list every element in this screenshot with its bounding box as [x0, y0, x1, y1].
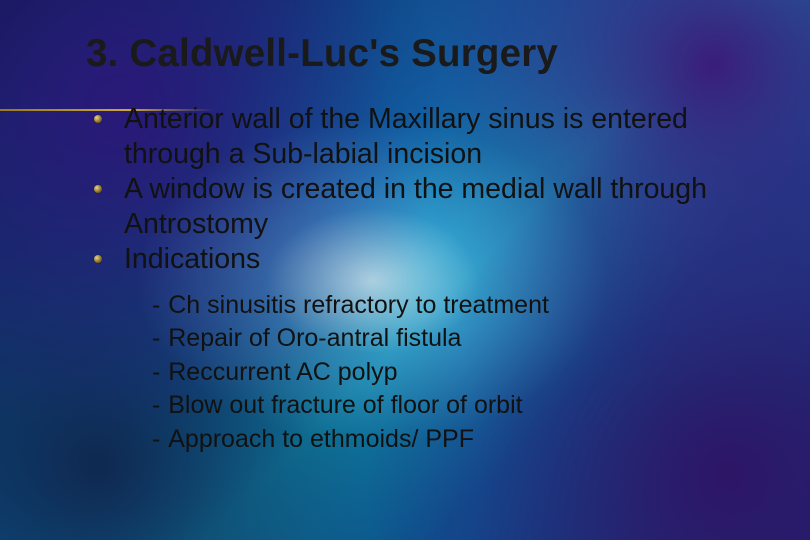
bullet-text: A window is created in the medial wall t…	[124, 173, 707, 240]
sub-bullet-item: -Blow out fracture of floor of orbit	[152, 389, 760, 423]
dash-icon: -	[152, 356, 168, 390]
bullet-item: A window is created in the medial wall t…	[124, 172, 760, 242]
sub-bullet-item: -Approach to ethmoids/ PPF	[152, 423, 760, 457]
dash-icon: -	[152, 389, 168, 423]
sub-bullet-text: Reccurrent AC polyp	[168, 358, 397, 386]
sub-bullet-item: -Reccurrent AC polyp	[152, 356, 760, 390]
slide-title: 3. Caldwell-Luc's Surgery	[86, 32, 760, 76]
bullet-text: Indications	[124, 243, 260, 275]
dash-icon: -	[152, 322, 168, 356]
bullet-item: Indications -Ch sinusitis refractory to …	[124, 242, 760, 457]
sub-bullet-list: -Ch sinusitis refractory to treatment -R…	[124, 289, 760, 457]
sub-bullet-item: -Repair of Oro-antral fistula	[152, 322, 760, 356]
bullet-list: Anterior wall of the Maxillary sinus is …	[86, 102, 760, 457]
sub-bullet-text: Repair of Oro-antral fistula	[168, 324, 461, 352]
sub-bullet-text: Approach to ethmoids/ PPF	[168, 425, 474, 453]
sub-bullet-text: Ch sinusitis refractory to treatment	[168, 291, 549, 319]
bullet-text: Anterior wall of the Maxillary sinus is …	[124, 103, 688, 170]
sub-bullet-item: -Ch sinusitis refractory to treatment	[152, 289, 760, 323]
bullet-item: Anterior wall of the Maxillary sinus is …	[124, 102, 760, 172]
slide: 3. Caldwell-Luc's Surgery Anterior wall …	[0, 0, 810, 540]
dash-icon: -	[152, 423, 168, 457]
dash-icon: -	[152, 289, 168, 323]
sub-bullet-text: Blow out fracture of floor of orbit	[168, 391, 522, 419]
